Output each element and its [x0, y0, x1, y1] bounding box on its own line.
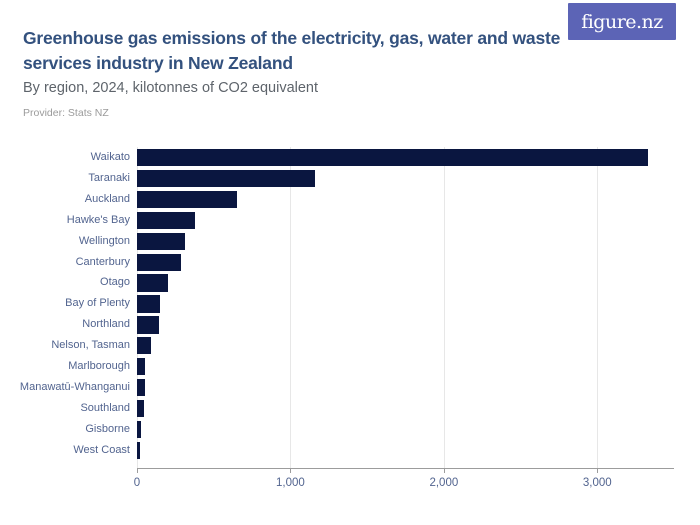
gridline [290, 147, 292, 468]
chart-subtitle: By region, 2024, kilotonnes of CO2 equiv… [23, 80, 319, 96]
bar [137, 211, 196, 230]
bar [137, 295, 160, 313]
figure-nz-logo: figure.nz [568, 3, 676, 40]
x-tick-label: 0 [133, 477, 141, 489]
bar [137, 441, 141, 459]
bar [137, 190, 237, 209]
category-label: Auckland [84, 192, 130, 205]
category-label: Bay of Plenty [65, 297, 130, 310]
gridline [443, 147, 445, 468]
category-label: West Coast [73, 443, 130, 456]
bar [137, 420, 141, 439]
category-label: Southland [80, 401, 130, 414]
x-tick [443, 468, 445, 473]
gridline [597, 147, 599, 468]
category-label: Marlborough [68, 360, 130, 372]
bar [137, 337, 151, 355]
category-label: Gisborne [85, 422, 130, 435]
provider-text: Provider: Stats NZ [23, 107, 109, 119]
bar [137, 169, 315, 188]
page-title: Greenhouse gas emissions of the electric… [23, 28, 561, 73]
bar [137, 149, 648, 167]
bar [137, 253, 182, 271]
x-tick-label: 3,000 [582, 477, 612, 489]
bar [137, 399, 144, 418]
figure-nz-logo-text: figure.nz [581, 10, 663, 33]
category-label: Hawke's Bay [66, 213, 130, 226]
category-label: Manawatū-Whanganui [19, 380, 130, 393]
category-label: Waikato [90, 151, 130, 163]
bar [137, 358, 145, 376]
x-tick [290, 468, 292, 473]
x-tick-label: 1,000 [276, 477, 305, 489]
category-label: Wellington [78, 234, 130, 247]
category-labels: Waikato Taranaki Auckland Hawke's Bay Wellin… [0, 147, 130, 468]
plot-area: 0 1,000 2,000 3,000 [134, 147, 674, 489]
x-tick [597, 468, 599, 473]
category-label: Otago [100, 276, 130, 289]
bar [137, 274, 168, 292]
bar [137, 232, 185, 250]
x-tick [137, 468, 138, 473]
category-label: Taranaki [88, 171, 130, 184]
category-label: Canterbury [75, 255, 130, 268]
bar [137, 378, 145, 397]
category-label: Northland [82, 318, 130, 331]
bar [137, 316, 160, 334]
x-tick-label: 2,000 [429, 477, 459, 489]
category-label: Nelson, Tasman [51, 339, 130, 352]
